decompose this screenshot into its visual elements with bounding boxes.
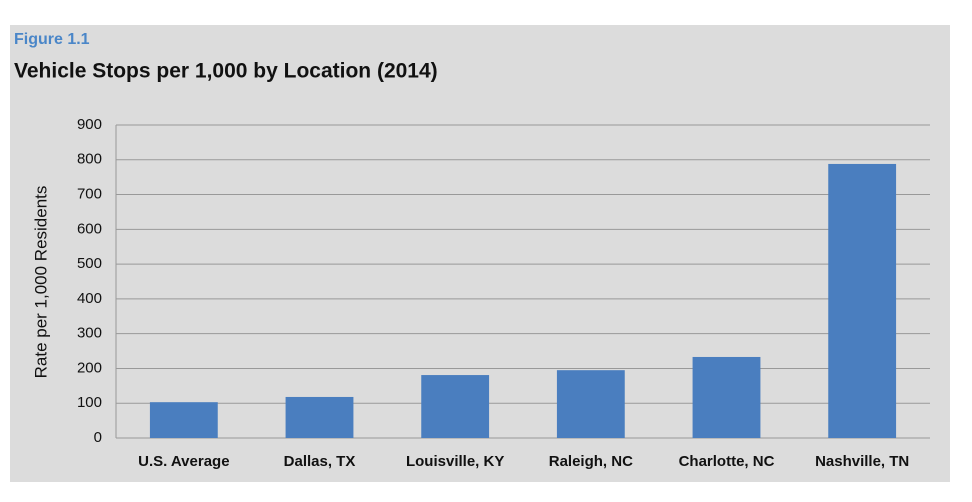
- y-tick-label: 500: [77, 255, 102, 272]
- y-tick-label: 700: [77, 186, 102, 203]
- y-tick-label: 800: [77, 151, 102, 168]
- x-tick-label: Nashville, TN: [815, 453, 909, 470]
- bar: [149, 402, 218, 438]
- bar: [556, 370, 625, 438]
- y-axis-label: Rate per 1,000 Residents: [31, 186, 50, 379]
- bar: [692, 356, 761, 438]
- x-tick-label: U.S. Average: [138, 453, 229, 470]
- y-tick-label: 600: [77, 220, 102, 237]
- x-tick-label: Charlotte, NC: [679, 453, 775, 470]
- y-tick-label: 400: [77, 290, 102, 307]
- y-tick-label: 0: [94, 429, 102, 446]
- y-tick-label: 100: [77, 394, 102, 411]
- bar: [828, 163, 897, 438]
- y-tick-label: 300: [77, 325, 102, 342]
- bar: [421, 375, 490, 438]
- x-tick-label: Raleigh, NC: [549, 453, 633, 470]
- chart-title: Vehicle Stops per 1,000 by Location (201…: [14, 60, 438, 83]
- figure-label: Figure 1.1: [14, 31, 90, 48]
- x-tick-label: Louisville, KY: [406, 453, 504, 470]
- x-tick-label: Dallas, TX: [284, 453, 356, 470]
- y-tick-label: 200: [77, 359, 102, 376]
- bar: [285, 396, 354, 438]
- y-tick-label: 900: [77, 116, 102, 133]
